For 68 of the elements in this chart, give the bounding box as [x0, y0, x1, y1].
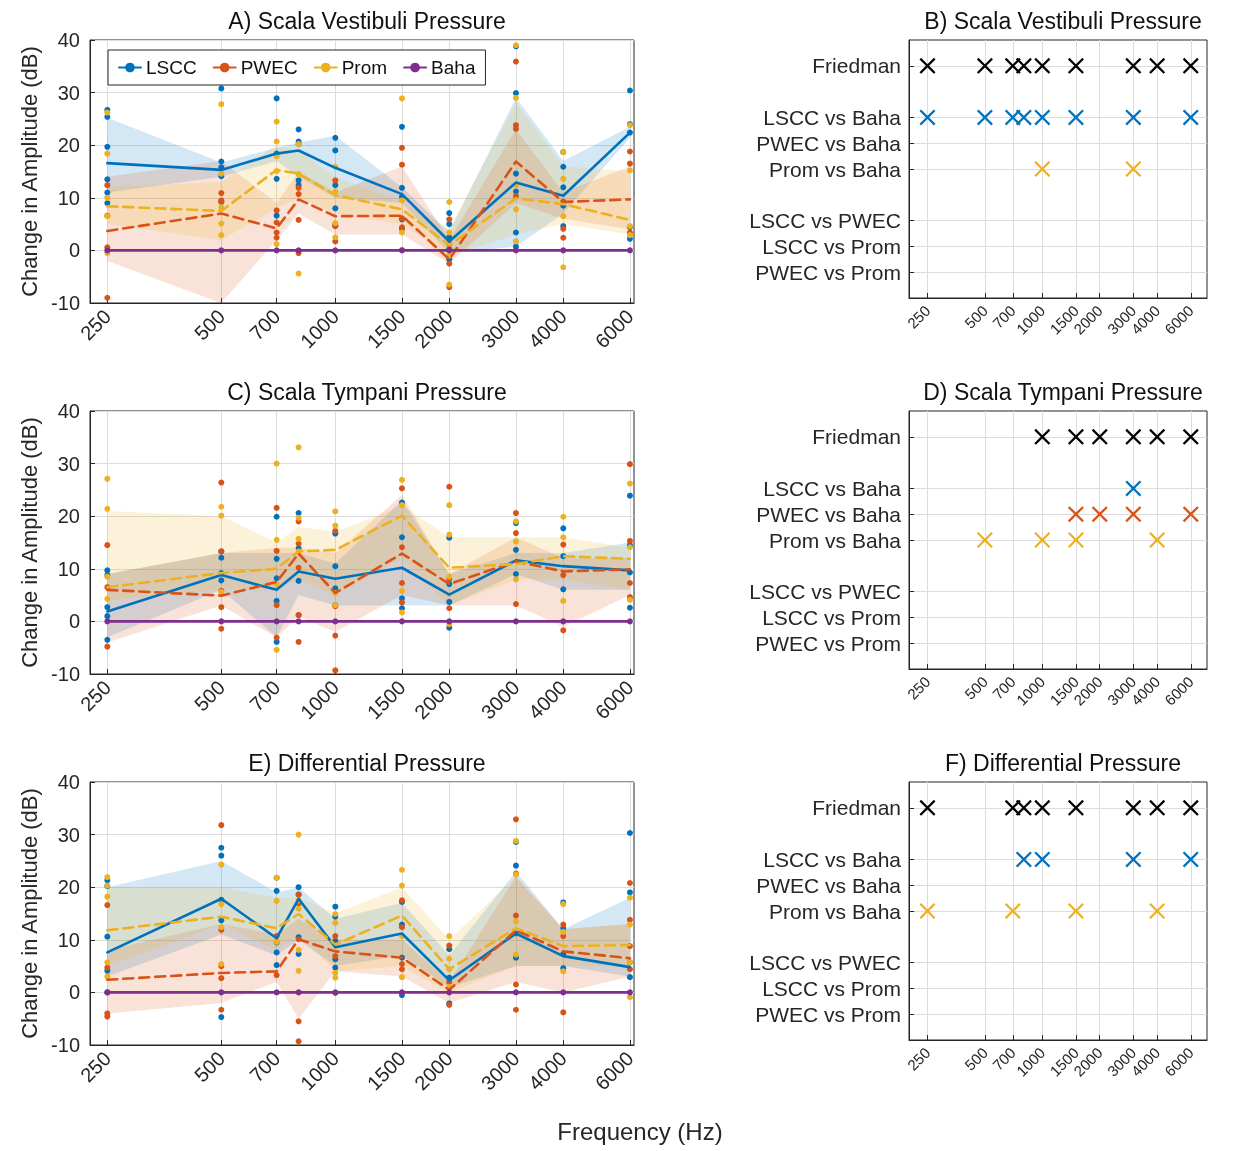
y-tick-label: PWEC vs Baha [756, 502, 902, 526]
x-tick-label: 700 [989, 301, 1019, 332]
chart-title: C) Scala Tympani Pressure [227, 378, 507, 405]
y-tick-label: LSCC vs Prom [762, 605, 901, 629]
y-tick-label: 10 [57, 928, 80, 951]
y-tick-label: Friedman [812, 54, 901, 78]
x-tick-label: 700 [989, 1043, 1019, 1074]
y-tick-label: LSCC vs Prom [762, 234, 901, 258]
y-axis-title: Change in Amplitude (dB) [16, 46, 42, 297]
y-tick-label: Friedman [812, 796, 901, 820]
x-tick-label: 500 [189, 676, 230, 716]
y-tick-label: Friedman [812, 425, 901, 449]
x-tick-label: 700 [245, 1047, 285, 1087]
y-axis-title: Change in Amplitude (dB) [16, 417, 42, 668]
x-tick-label: 500 [961, 301, 991, 332]
x-tick-label: 250 [903, 1043, 934, 1074]
chart-title: D) Scala Tympani Pressure [923, 378, 1203, 405]
legend-label: PWEC [240, 57, 298, 78]
y-tick-label: 30 [57, 823, 80, 846]
y-tick-label: -10 [51, 1034, 80, 1056]
y-tick-label: PWEC vs Baha [756, 873, 902, 897]
x-tick-label: 700 [245, 305, 285, 345]
x-tick-label: 250 [903, 301, 934, 332]
x-tick-label: 500 [961, 1043, 991, 1074]
chart-title: E) Differential Pressure [248, 749, 486, 776]
y-tick-label: -10 [51, 292, 80, 314]
y-tick-label: 40 [57, 771, 80, 793]
y-tick-label: LSCC vs PWEC [749, 209, 901, 233]
y-tick-label: LSCC vs Prom [762, 976, 901, 1000]
legend-label: Baha [431, 57, 476, 78]
x-tick-label: 500 [189, 305, 230, 345]
y-tick-label: LSCC vs Baha [763, 847, 902, 871]
y-tick-label: 40 [57, 29, 80, 51]
y-tick-label: Prom vs Baha [769, 157, 902, 181]
y-tick-label: LSCC vs PWEC [749, 951, 901, 975]
y-tick-label: 40 [57, 400, 80, 422]
x-tick-label: 700 [245, 676, 285, 716]
y-tick-label: PWEC vs Prom [755, 1002, 901, 1026]
y-tick-label: 0 [68, 981, 80, 1004]
x-tick-label: 700 [989, 672, 1019, 703]
x-tick-label: 500 [961, 672, 991, 703]
y-tick-label: PWEC vs Baha [756, 131, 902, 155]
y-tick-label: 10 [57, 186, 80, 209]
y-tick-label: LSCC vs Baha [763, 476, 902, 500]
y-tick-label: -10 [51, 663, 80, 685]
chart-title: A) Scala Vestibuli Pressure [228, 7, 506, 34]
chart-title: F) Differential Pressure [944, 749, 1182, 776]
y-tick-label: Prom vs Baha [769, 528, 902, 552]
y-tick-label: PWEC vs Prom [755, 260, 901, 284]
legend-label: Prom [341, 57, 388, 78]
y-tick-label: 0 [68, 610, 80, 633]
y-tick-label: LSCC vs PWEC [749, 580, 901, 604]
y-tick-label: PWEC vs Prom [755, 631, 901, 655]
y-tick-label: 30 [57, 81, 80, 104]
legend-label: LSCC [146, 57, 197, 78]
y-tick-label: 20 [57, 505, 80, 528]
x-tick-label: 500 [189, 1047, 230, 1087]
y-tick-label: LSCC vs Baha [763, 105, 902, 129]
chart-title: B) Scala Vestibuli Pressure [924, 7, 1202, 34]
y-tick-label: 20 [57, 134, 80, 157]
y-tick-label: 10 [57, 557, 80, 580]
x-tick-label: 250 [903, 672, 934, 703]
y-tick-label: Prom vs Baha [769, 899, 902, 923]
y-tick-label: 0 [68, 239, 80, 262]
y-tick-label: 30 [57, 452, 80, 475]
y-tick-label: 20 [57, 876, 80, 899]
x-axis-title: Frequency (Hz) [556, 1118, 724, 1146]
y-axis-title: Change in Amplitude (dB) [16, 788, 42, 1039]
